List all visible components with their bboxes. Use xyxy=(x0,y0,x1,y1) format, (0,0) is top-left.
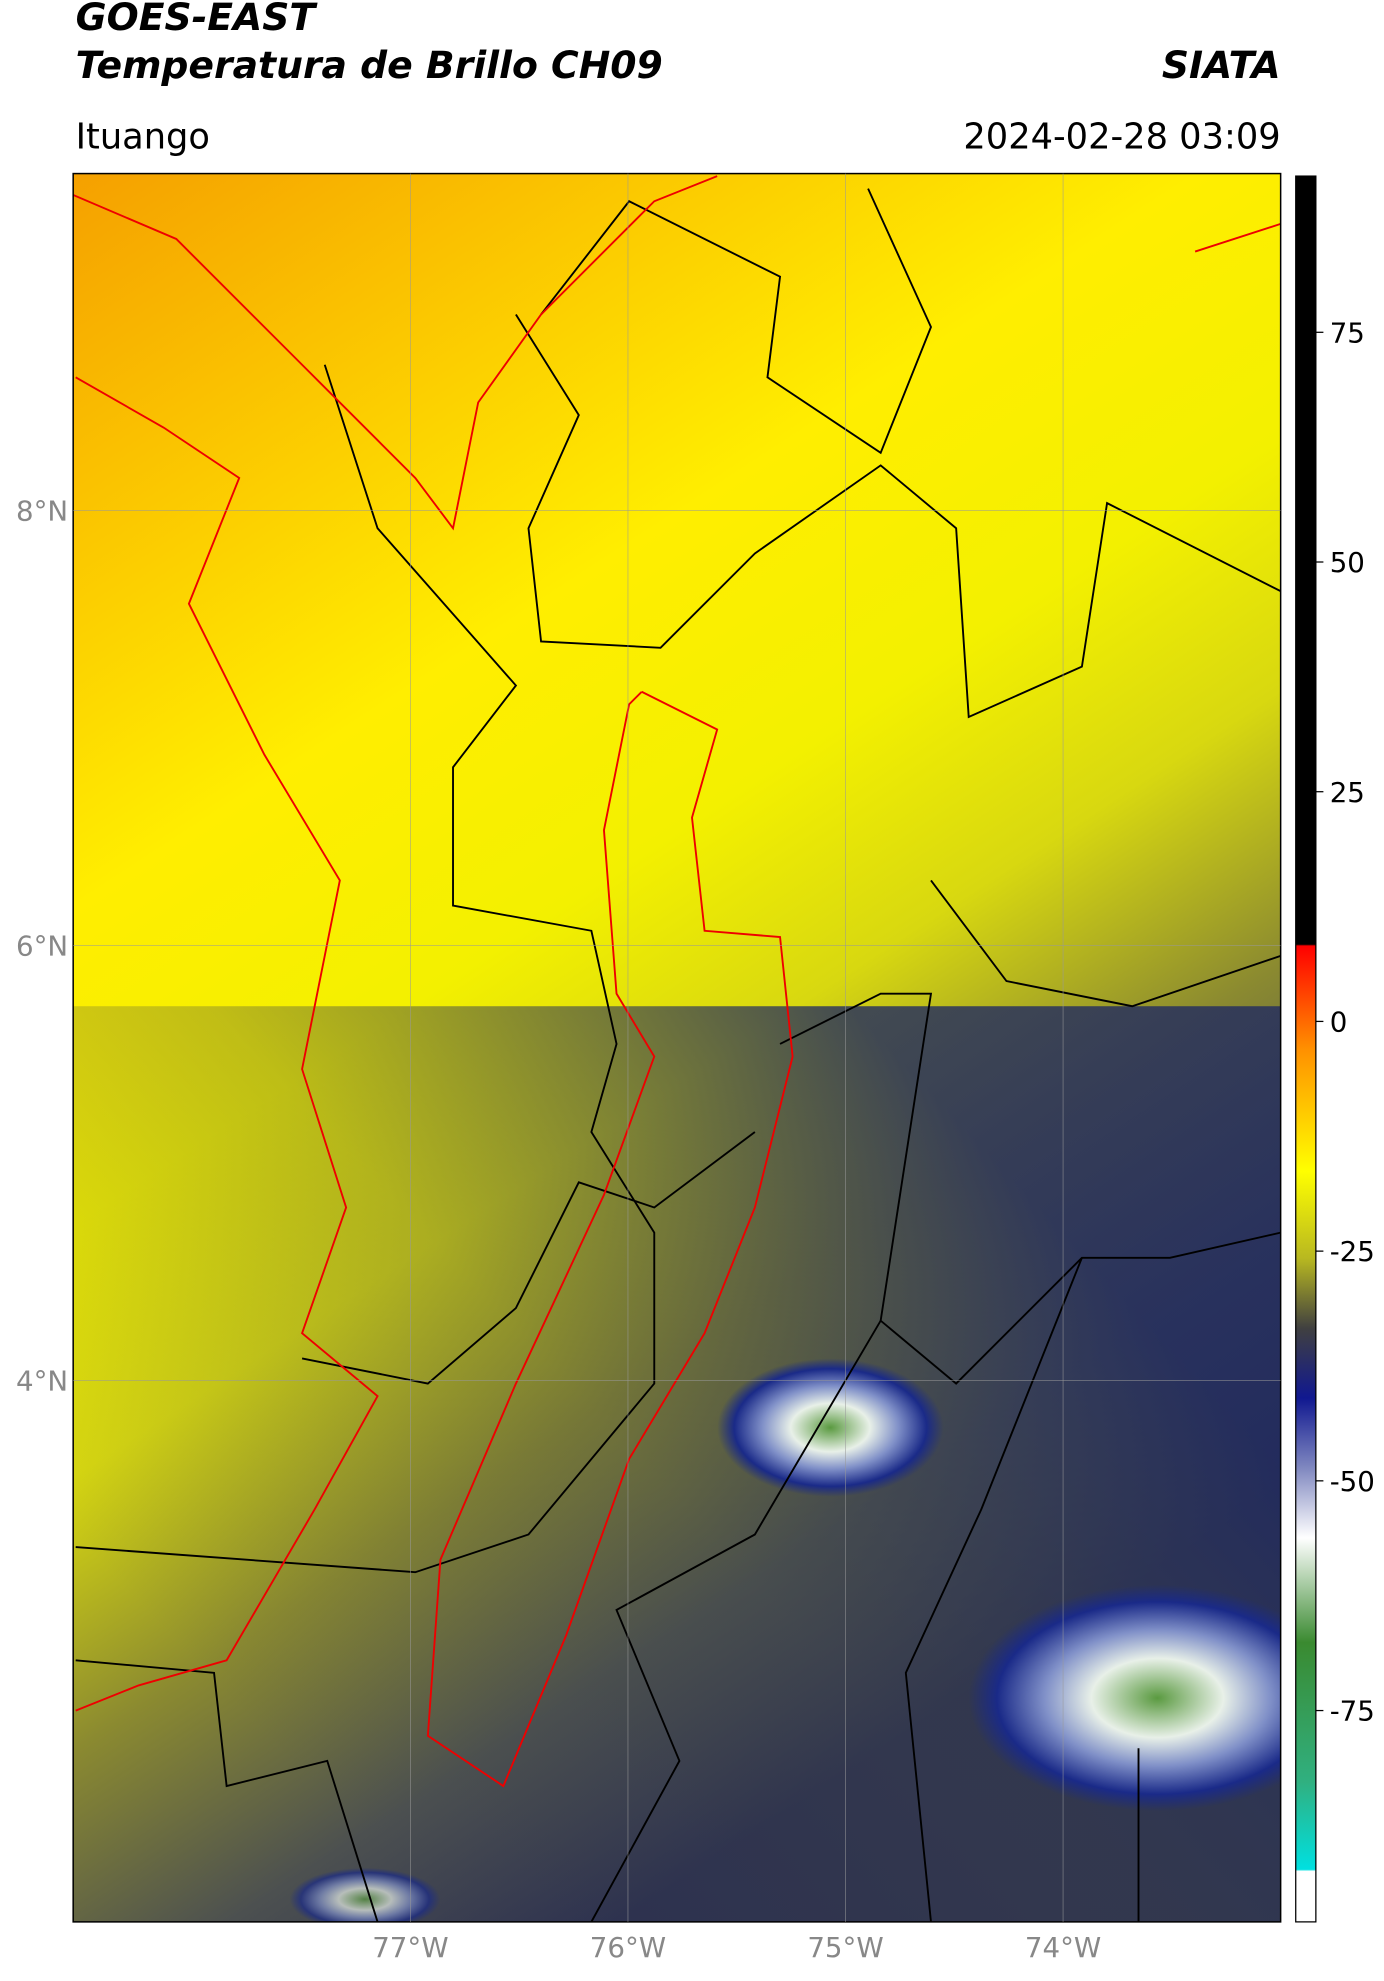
colorbar-tick-label: -25 xyxy=(1330,1235,1375,1268)
y-tick-label: 4°N xyxy=(16,1364,68,1397)
cloud-cell xyxy=(289,1867,441,1922)
colorbar-tick-label: -75 xyxy=(1330,1695,1375,1728)
admin-borders xyxy=(75,188,1281,1922)
colorbar-tick-label: -50 xyxy=(1330,1465,1375,1498)
y-tick-label: 8°N xyxy=(16,495,68,528)
region: Ituango xyxy=(76,116,210,157)
colorbar xyxy=(1295,175,1317,1923)
colorbar-tick-label: 75 xyxy=(1330,316,1365,349)
map-frame xyxy=(72,172,1282,1923)
source: SIATA xyxy=(1162,43,1281,87)
colorbar-tick-label: 50 xyxy=(1330,546,1365,579)
timestamp: 2024-02-28 03:09 xyxy=(963,116,1280,157)
colorbar-tick-label: 0 xyxy=(1330,1005,1348,1038)
map-field xyxy=(73,173,1281,1922)
y-tick-label: 6°N xyxy=(16,930,68,963)
cloud-cell xyxy=(968,1584,1281,1812)
x-tick-label: 74°W xyxy=(1025,1931,1101,1964)
x-tick-label: 76°W xyxy=(590,1931,666,1964)
subtitle: Temperatura de Brillo CH09 xyxy=(76,43,663,87)
colorbar-tick-label: 25 xyxy=(1330,776,1365,809)
title: GOES-EAST xyxy=(76,0,319,39)
cloud-cell xyxy=(717,1358,944,1497)
x-tick-label: 77°W xyxy=(372,1931,448,1964)
x-tick-label: 75°W xyxy=(807,1931,883,1964)
coastline-and-basin xyxy=(73,175,1281,1788)
